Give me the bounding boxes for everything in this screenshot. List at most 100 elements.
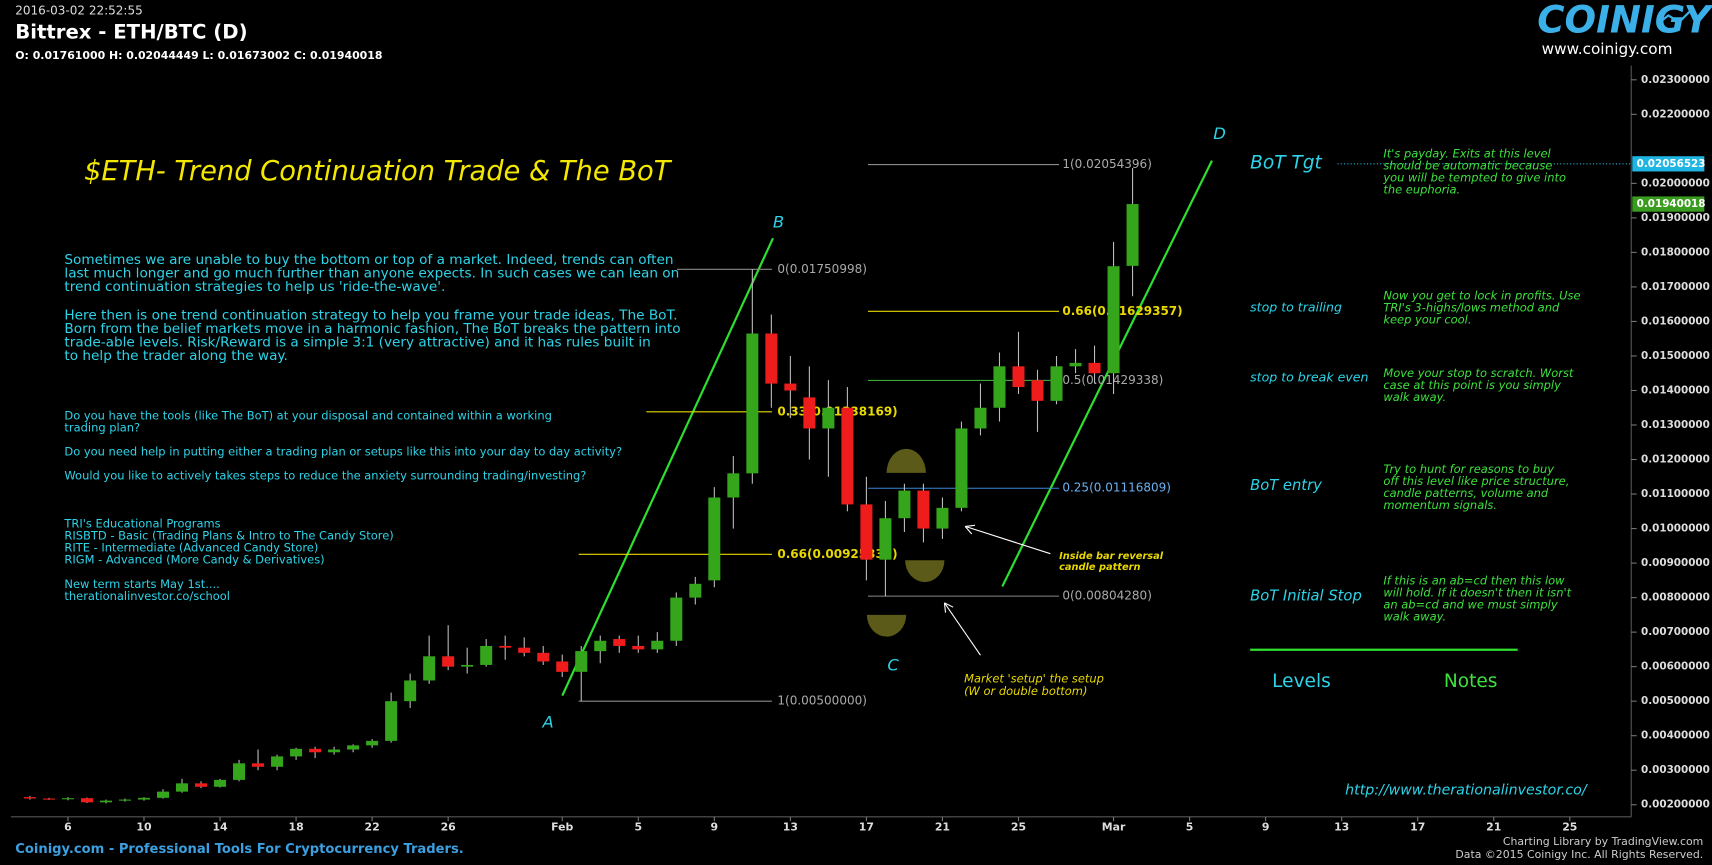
x-tick-label: 25 [1562, 821, 1577, 834]
x-tick-label: 13 [1334, 821, 1349, 834]
question: Do you need help in putting either a tra… [64, 445, 622, 459]
x-tick-label: 18 [288, 821, 303, 834]
trend-line [561, 237, 775, 697]
candle-body [233, 763, 246, 780]
candle-body [936, 507, 949, 529]
candle-body [347, 745, 360, 750]
candle-body [1088, 362, 1101, 374]
levels-heading: Levels [1272, 671, 1331, 692]
program: TRI's Educational Programs [63, 517, 220, 531]
note: Now you get to lock in profits. Use [1383, 289, 1580, 303]
candle-body [803, 397, 816, 429]
candle-body [80, 798, 93, 803]
point-label: B [773, 212, 784, 231]
candle-body [955, 428, 968, 508]
program: RISBTD - Basic (Trading Plans & Intro to… [64, 529, 393, 543]
candle-body [689, 583, 702, 598]
fib-label: 0.33(0.01338169) [777, 404, 897, 418]
program: RIGM - Advanced (More Candy & Derivative… [64, 553, 324, 567]
candle-body [1050, 366, 1063, 401]
candle-body [860, 504, 873, 560]
x-tick-label: 21 [1486, 821, 1501, 834]
candle-body [99, 800, 112, 803]
y-tick-label: 0.02200000 [1641, 108, 1710, 120]
x-tick-label: 5 [634, 821, 642, 834]
candle-body [1012, 366, 1025, 388]
point-label: D [1213, 124, 1226, 143]
y-tick-label: 0.00200000 [1641, 799, 1710, 811]
candle-body [176, 783, 189, 792]
candle-body [879, 518, 892, 560]
y-tick-label: 0.01300000 [1641, 419, 1710, 431]
paragraph: last much longer and go much further tha… [64, 265, 679, 281]
price-tag [1632, 196, 1705, 212]
pattern-shape [886, 448, 926, 473]
note: should be automatic because [1383, 159, 1552, 173]
candle-body [537, 652, 550, 662]
note: momentum signals. [1383, 498, 1497, 512]
paragraph: trade-able levels. Risk/Reward is a simp… [64, 335, 650, 351]
fib-label: 0(0.00804280) [1062, 589, 1152, 603]
y-tick-label: 0.01700000 [1641, 281, 1710, 293]
notes-heading: Notes [1444, 671, 1498, 692]
candle-body [61, 798, 74, 800]
footer-left: Coinigy.com - Professional Tools For Cry… [15, 842, 463, 857]
fib-label: 0.5(0.01429338) [1062, 373, 1163, 387]
url: http://www.therationalinvestor.co/ [1345, 783, 1589, 799]
note: an ab=cd and we must simply [1383, 598, 1558, 612]
candle-body [385, 701, 398, 741]
candle-body [993, 366, 1006, 408]
price-tag-label: 0.02056523 [1637, 158, 1706, 170]
x-tick-label: 25 [1011, 821, 1026, 834]
note: If this is an ab=cd then this low [1383, 573, 1565, 587]
x-tick-label: 17 [1410, 821, 1425, 834]
candle-body [1069, 362, 1082, 367]
logo-icon [1656, 8, 1694, 26]
y-tick-label: 0.00700000 [1641, 626, 1710, 638]
level-label: BoT entry [1250, 477, 1322, 494]
candle-body [499, 645, 512, 648]
candle-body [1126, 204, 1139, 266]
logo-url: www.coinigy.com [1542, 40, 1673, 58]
note: you will be tempted to give into [1382, 171, 1566, 185]
note: case at this point is you simply [1383, 378, 1561, 392]
question: Would you like to actively takes steps t… [64, 469, 586, 483]
level-label: stop to break even [1250, 369, 1368, 384]
candle-body [461, 664, 474, 667]
fib-label: 0.66(0.01629357) [1062, 304, 1182, 318]
footer-right: Charting Library by TradingView.com [1503, 835, 1703, 848]
candle-body [290, 748, 303, 757]
price-tag [1632, 156, 1705, 172]
paragraph: to help the trader along the way. [64, 348, 287, 364]
y-tick-label: 0.01100000 [1641, 488, 1710, 500]
candle-body [480, 645, 493, 665]
level-label: BoT Initial Stop [1250, 587, 1362, 604]
note: keep your cool. [1383, 313, 1471, 327]
fib-label: 0(0.01750998) [777, 262, 867, 276]
candle-body [822, 407, 835, 429]
candle-body [195, 783, 208, 787]
candle-body [442, 656, 455, 667]
fib-label: 1(0.02054396) [1062, 157, 1152, 171]
level-label: stop to trailing [1250, 300, 1342, 315]
candle-body [404, 680, 417, 702]
point-label: A [542, 712, 554, 731]
annotation: candle pattern [1059, 562, 1140, 573]
paragraph: Born from the belief markets move in a h… [64, 321, 680, 337]
y-tick-label: 0.00300000 [1641, 764, 1710, 776]
timestamp: 2016-03-02 22:52:55 [15, 4, 142, 18]
x-tick-label: 9 [711, 821, 719, 834]
x-tick-label: 26 [441, 821, 456, 834]
note: walk away. [1383, 610, 1446, 624]
y-tick-label: 0.01800000 [1641, 246, 1710, 258]
y-tick-label: 0.01200000 [1641, 454, 1710, 466]
note: Move your stop to scratch. Worst [1383, 366, 1574, 380]
y-tick-label: 0.01400000 [1641, 384, 1710, 396]
y-tick-label: 0.02000000 [1641, 177, 1710, 189]
x-tick-label: Feb [551, 821, 573, 834]
x-tick-label: 5 [1186, 821, 1194, 834]
candle-body [784, 383, 797, 391]
x-tick-label: 22 [365, 821, 380, 834]
